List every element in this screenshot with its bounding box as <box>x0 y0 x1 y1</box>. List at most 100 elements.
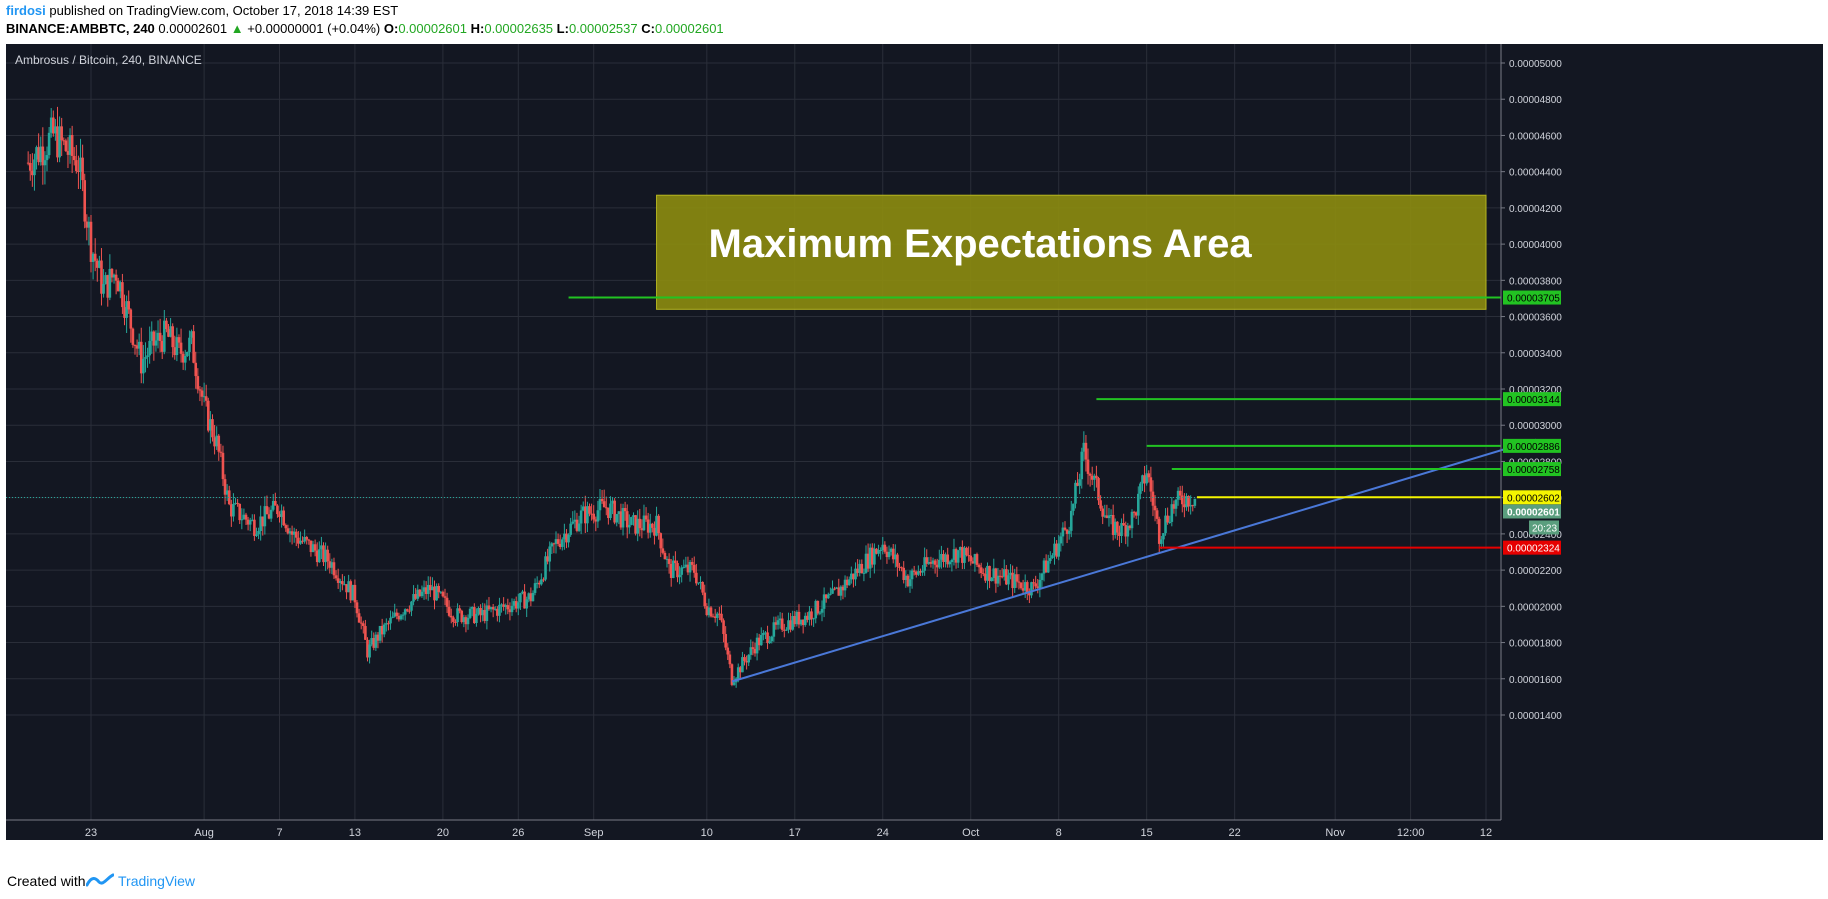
candle-body <box>345 584 348 593</box>
candle-body <box>1036 586 1040 589</box>
candle-body <box>385 623 388 625</box>
chart-canvas[interactable]: Maximum Expectations Area 0.000050000.00… <box>6 44 1823 840</box>
price-axis[interactable]: 0.00005000 0.00004800 0.00004600 0.00004400… <box>1500 44 1562 820</box>
candle-body <box>160 340 164 352</box>
candle-body <box>644 515 648 520</box>
candle-body <box>47 132 51 156</box>
candle-body <box>393 612 397 617</box>
candle-body <box>227 490 231 505</box>
candle-body <box>368 644 371 658</box>
price-tick-label: 0.00004200 <box>1509 204 1562 215</box>
candle-body <box>95 260 99 268</box>
candle-body <box>586 506 589 524</box>
candle-body <box>299 540 302 544</box>
candle-body <box>1007 575 1010 585</box>
candle-body <box>736 667 740 679</box>
candle-body <box>169 326 172 337</box>
candle-body <box>770 636 774 642</box>
tradingview-link[interactable]: TradingView <box>118 873 196 889</box>
candle-body <box>297 537 300 544</box>
candle-body <box>780 618 784 630</box>
candle-body <box>604 507 608 509</box>
candle-body <box>410 601 413 611</box>
candle-body <box>713 616 717 618</box>
candle-body <box>745 660 748 663</box>
bar-timer-label: 20:23 <box>1532 523 1557 534</box>
candle-body <box>720 613 723 621</box>
time-tick-label: 13 <box>349 827 361 839</box>
candle-body <box>276 505 279 515</box>
candle-body <box>952 549 956 560</box>
candle-body <box>715 613 719 618</box>
candle-body <box>1118 532 1121 536</box>
candle-body <box>351 584 355 601</box>
candle-body <box>638 518 642 529</box>
candle-body <box>787 620 790 630</box>
publish-info: firdosi published on TradingView.com, Oc… <box>6 3 398 18</box>
candle-body <box>62 140 66 142</box>
candle-body <box>1136 493 1140 516</box>
candle-body <box>887 551 891 558</box>
candle-body <box>896 554 899 567</box>
candle-body <box>870 547 874 565</box>
candle-body <box>1061 527 1065 537</box>
candle-body <box>75 160 78 171</box>
candle-body <box>221 452 225 480</box>
candle-body <box>655 515 658 536</box>
candle-body <box>137 341 141 349</box>
candle-body <box>1103 515 1107 517</box>
candle-body <box>944 554 947 562</box>
candle-body <box>646 519 650 533</box>
candle-body <box>730 664 734 685</box>
candle-body <box>611 500 614 504</box>
candle-body <box>919 571 922 573</box>
candle-body <box>41 146 45 166</box>
candle-body <box>483 609 487 622</box>
candle-body <box>464 617 468 625</box>
candle-body <box>873 548 876 565</box>
candle-body <box>175 337 179 356</box>
candle-body <box>810 611 813 620</box>
price-tick-label: 0.00002200 <box>1509 566 1562 577</box>
candle-body <box>372 638 376 648</box>
candle-body <box>879 550 882 552</box>
candle-body <box>628 524 631 528</box>
candle-body <box>1023 582 1027 591</box>
candles <box>26 106 1197 688</box>
price-tick-label: 0.00003800 <box>1509 276 1562 287</box>
price-chart[interactable]: Maximum Expectations Area 0.00005000 0.00… <box>6 44 1823 840</box>
candle-body <box>56 126 59 158</box>
candle-body <box>219 451 223 453</box>
candle-body <box>958 547 962 551</box>
drawings: Maximum Expectations Area <box>6 194 1537 683</box>
candle-body <box>204 396 208 401</box>
candle-body <box>894 554 897 560</box>
candle-body <box>519 593 522 603</box>
candle-body <box>60 126 63 141</box>
candle-body <box>1124 525 1128 537</box>
candle-body <box>240 519 244 521</box>
candle-body <box>940 554 943 560</box>
candle-body <box>148 340 151 356</box>
time-axis[interactable]: 23 Aug 7 13 20 26 Sep 10 17 24 Oct 8 15 22 Nov 12:00 12 <box>6 819 1501 839</box>
candle-body <box>542 579 545 581</box>
candle-body <box>1080 451 1084 480</box>
author-link[interactable]: firdosi <box>6 3 46 18</box>
candle-body <box>380 625 384 635</box>
candle-body <box>1055 543 1058 557</box>
candle-body <box>206 400 210 431</box>
candle-body <box>797 611 801 625</box>
candle-body <box>163 320 166 352</box>
candle-body <box>864 553 868 573</box>
candle-body <box>764 632 767 634</box>
time-tick-label: 12 <box>1480 827 1492 839</box>
candle-body <box>868 547 872 569</box>
candle-body <box>546 556 549 562</box>
candle-body <box>361 623 365 626</box>
time-tick-label: 7 <box>276 827 282 839</box>
candle-body <box>202 396 206 398</box>
candle-body <box>292 531 296 535</box>
candle-body <box>613 500 616 523</box>
price-tick-label: 0.00003600 <box>1509 313 1562 324</box>
candle-body <box>757 637 761 646</box>
